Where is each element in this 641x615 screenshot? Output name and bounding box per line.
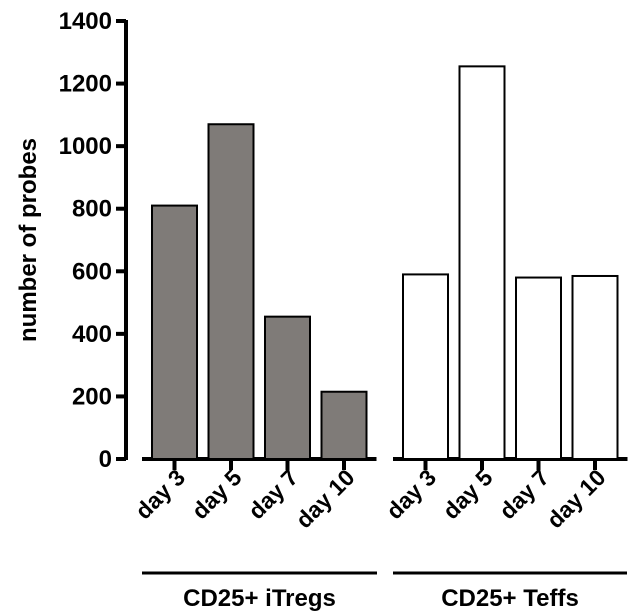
bar <box>151 204 198 460</box>
bars <box>151 65 619 460</box>
y-tick-label: 1400 <box>59 8 112 35</box>
bar <box>571 274 619 460</box>
y-tick-label: 1200 <box>59 71 112 98</box>
group-label: CD25+ iTregs <box>183 585 336 612</box>
group-label: CD25+ Teffs <box>441 585 579 612</box>
bar <box>320 390 368 460</box>
x-tick-label: day 5 <box>438 464 498 524</box>
y-tick-label: 0 <box>99 446 112 473</box>
y-tick-label: 600 <box>72 258 112 285</box>
y-axis-label: number of probes <box>15 138 42 342</box>
x-tick-label: day 10 <box>291 464 360 533</box>
bar <box>458 65 506 460</box>
bar <box>264 315 311 460</box>
bar <box>402 273 449 460</box>
group-labels: CD25+ iTregs CD25+ Teffs <box>142 571 627 612</box>
bar <box>515 276 562 460</box>
x-tick-label: day 3 <box>130 464 190 524</box>
y-tick-label: 1000 <box>59 133 112 160</box>
y-tick-label: 400 <box>72 321 112 348</box>
x-tick-label: day 10 <box>542 464 611 533</box>
x-tick-label: day 3 <box>381 464 441 524</box>
y-tick-labels: 0 200 400 600 800 1000 1200 1400 <box>59 8 112 473</box>
y-tick-label: 200 <box>72 383 112 410</box>
x-tick-label: day 5 <box>187 464 247 524</box>
bar <box>207 123 255 460</box>
y-tick-label: 800 <box>72 196 112 223</box>
